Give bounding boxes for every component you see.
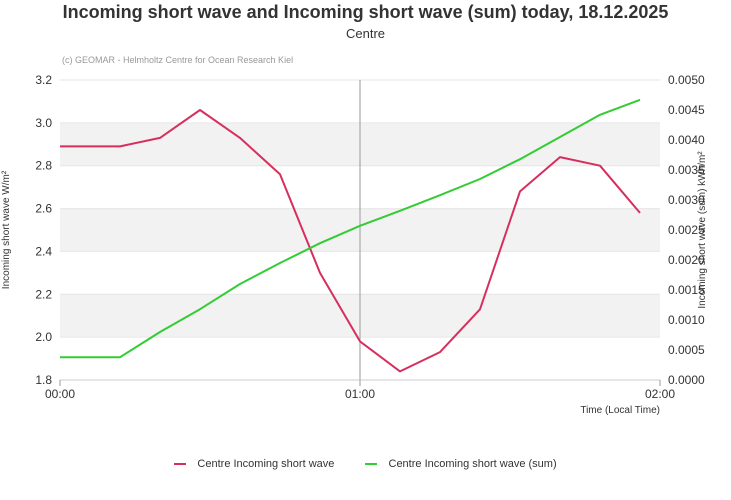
y2-axis-label: Incoming short wave (sum) kWh/m²	[697, 151, 708, 309]
legend: Centre Incoming short wave Centre Incomi…	[0, 458, 731, 470]
y-axis-label: Incoming short wave W/m²	[1, 170, 12, 289]
legend-item-series-2[interactable]: Centre Incoming short wave (sum)	[365, 458, 557, 470]
legend-swatch-series-1	[174, 463, 187, 466]
y2-tick-label: 0.0030	[668, 193, 705, 207]
y-tick-label: 1.8	[35, 373, 52, 387]
x-axis-label: Time (Local Time)	[580, 405, 660, 416]
y-tick-label: 3.2	[35, 73, 52, 87]
legend-label-series-1: Centre Incoming short wave	[197, 458, 335, 470]
x-tick-label: 02:00	[645, 387, 675, 401]
y-tick-label: 2.2	[35, 287, 52, 301]
y-tick-label: 3.0	[35, 116, 52, 130]
y-tick-label: 2.6	[35, 202, 52, 216]
series-lines	[60, 98, 641, 373]
y2-tick-label: 0.0050	[668, 73, 705, 87]
y2-tick-label: 0.0035	[668, 163, 705, 177]
y-axis-ticks: 1.8 2.0 2.2 2.4 2.6 2.8 3.0 3.2	[35, 73, 52, 387]
legend-item-series-1[interactable]: Centre Incoming short wave	[174, 458, 334, 470]
y2-tick-label: 0.0045	[668, 103, 705, 117]
chart-credit: (c) GEOMAR - Helmholtz Centre for Ocean …	[62, 55, 294, 65]
y2-tick-label: 0.0020	[668, 253, 705, 267]
y-tick-label: 2.0	[35, 330, 52, 344]
y-tick-label: 2.4	[35, 244, 52, 258]
series-line-2	[60, 98, 641, 359]
series-line-1	[60, 109, 641, 373]
y2-axis-ticks: 0.0000 0.0005 0.0010 0.0015 0.0020 0.0025 0.00…	[668, 73, 705, 387]
x-axis-ticks: 00:00 01:00 02:00	[45, 380, 675, 401]
x-tick-label: 00:00	[45, 387, 75, 401]
y2-tick-label: 0.0040	[668, 133, 705, 147]
chart-title: Incoming short wave and Incoming short w…	[62, 2, 669, 22]
y2-tick-label: 0.0015	[668, 283, 705, 297]
y2-tick-label: 0.0000	[668, 373, 705, 387]
legend-label-series-2: Centre Incoming short wave (sum)	[388, 458, 557, 470]
y2-tick-label: 0.0025	[668, 223, 705, 237]
y2-tick-label: 0.0005	[668, 343, 705, 357]
y2-tick-label: 0.0010	[668, 313, 705, 327]
x-tick-label: 01:00	[345, 387, 375, 401]
y-tick-label: 2.8	[35, 159, 52, 173]
chart-subtitle: Centre	[345, 26, 386, 41]
legend-swatch-series-2	[365, 463, 378, 466]
